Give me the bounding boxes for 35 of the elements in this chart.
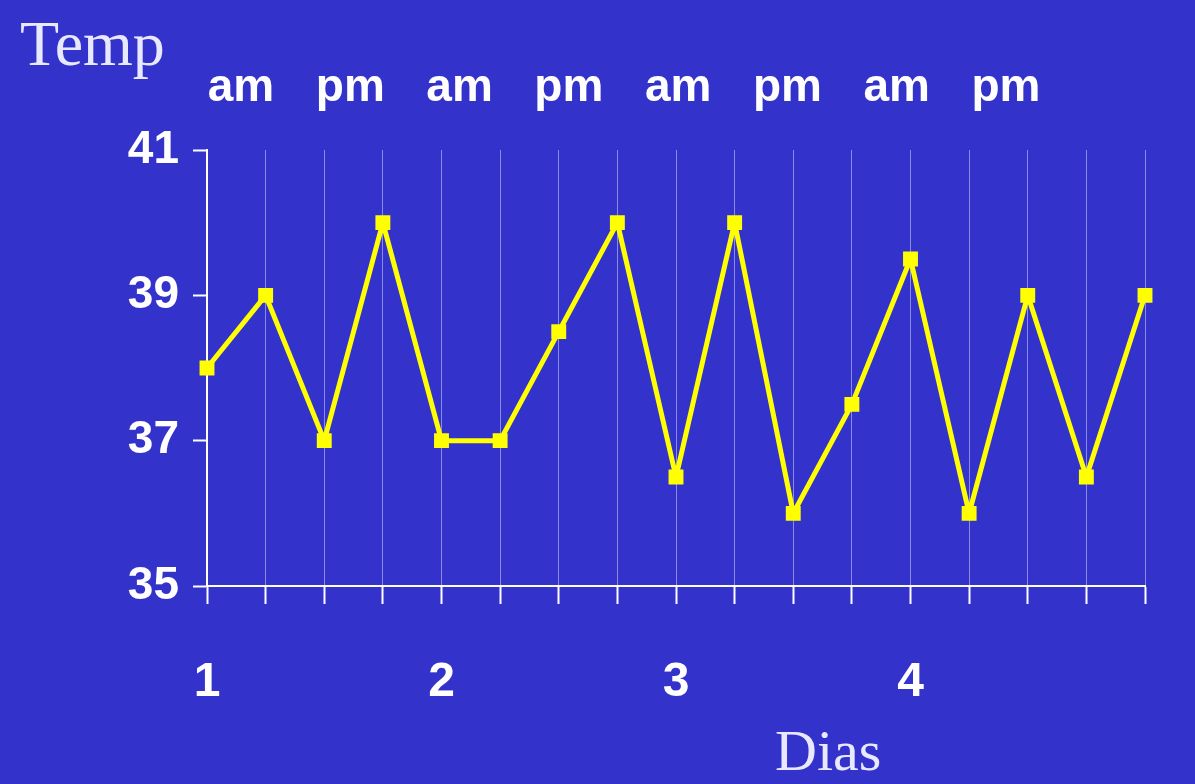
- text: am: [426, 58, 493, 111]
- point: [668, 469, 684, 485]
- point: [1020, 287, 1036, 303]
- point: [961, 505, 977, 521]
- text: am: [644, 58, 712, 111]
- point: [375, 215, 391, 231]
- point: [199, 360, 215, 376]
- text: am: [207, 58, 275, 111]
- point: [492, 433, 508, 449]
- y-axis-title: Temp: [20, 8, 165, 79]
- y-tick-label: 37: [127, 411, 179, 464]
- point: [1078, 469, 1094, 485]
- y-tick-label: 41: [127, 120, 179, 173]
- point: [727, 215, 743, 231]
- point: [316, 433, 332, 449]
- point: [785, 505, 801, 521]
- y-tick-label: 35: [127, 556, 179, 609]
- x-tick-label: 2: [428, 653, 455, 707]
- point: [258, 287, 274, 303]
- text: pm: [315, 58, 385, 111]
- point: [1137, 287, 1153, 303]
- point: [903, 251, 918, 267]
- point: [844, 396, 860, 412]
- text: pm: [971, 58, 1041, 111]
- x-tick-label: 4: [897, 653, 925, 707]
- text: pm: [752, 58, 822, 111]
- x-tick-label: 1: [193, 653, 221, 707]
- point: [551, 324, 567, 340]
- x-axis-title: Dias: [775, 718, 882, 783]
- text: pm: [534, 58, 604, 111]
- x-tick-label: 3: [662, 653, 690, 707]
- point: [609, 215, 625, 231]
- point: [434, 433, 449, 449]
- y-tick-label: 39: [127, 266, 179, 319]
- text: am: [863, 58, 930, 111]
